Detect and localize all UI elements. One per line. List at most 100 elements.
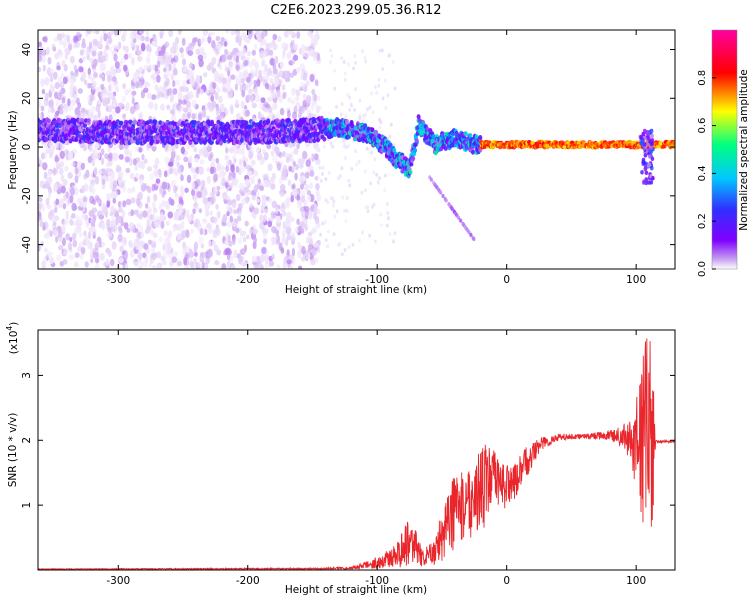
spectrogram-pixel <box>64 47 70 54</box>
spectrogram-pixel <box>59 108 64 115</box>
spectrogram-pixel <box>272 102 278 111</box>
spectrogram-pixel <box>88 145 93 153</box>
spectrogram-pixel <box>161 259 167 266</box>
spectrogram-pixel <box>144 256 149 263</box>
spectrogram-pixel <box>313 242 319 248</box>
spectrogram-pixel <box>69 78 75 86</box>
spectrogram-pixel <box>374 239 377 244</box>
spectrogram-pixel <box>84 118 88 123</box>
spectrogram-pixel <box>202 196 208 205</box>
spectrogram-pixel <box>199 159 205 165</box>
spectrogram-pixel <box>210 94 215 102</box>
spectrogram-pixel <box>340 102 344 107</box>
spectrogram-pixel <box>232 265 236 269</box>
spectrogram-pixel <box>94 257 100 264</box>
spectrogram-pixel <box>263 238 267 245</box>
spectrogram-pixel <box>149 229 154 236</box>
spectrogram-pixel <box>46 118 51 124</box>
spectrogram-plot-area <box>38 30 675 269</box>
spectrogram-pixel <box>216 210 221 219</box>
spectrogram-pixel <box>267 96 273 102</box>
spectrogram-pixel <box>65 210 69 220</box>
spectrogram-pixel <box>414 138 419 144</box>
spectrogram-pixel <box>38 159 41 165</box>
spectrogram-pixel <box>115 44 120 50</box>
spectrogram-pixel <box>84 79 88 86</box>
spectrogram-pixel <box>44 77 50 86</box>
spectrogram-pixel <box>348 183 352 188</box>
spectrogram-pixel <box>131 56 135 66</box>
spectrogram-pixel <box>145 56 151 65</box>
spectrogram-pixel <box>340 112 343 117</box>
spectrogram-pixel <box>69 55 75 64</box>
spectrogram-pixel <box>294 172 298 181</box>
spectrogram-pixel <box>173 185 178 194</box>
spectrogram-pixel <box>110 30 115 35</box>
spectrogram-pixel <box>199 38 203 45</box>
spectrogram-pixel <box>345 195 349 200</box>
spectrogram-pixel <box>41 88 46 95</box>
spectrogram-pixel <box>250 176 255 185</box>
spectrogram-pixel <box>246 50 251 57</box>
spectrogram-pixel <box>319 178 323 183</box>
spectrogram-pixel <box>201 109 207 118</box>
spectrogram-pixel <box>55 235 59 243</box>
spectrogram-pixel <box>187 215 192 223</box>
spectrogram-pixel <box>255 146 261 153</box>
spectrogram-pixel <box>347 62 350 67</box>
spectrogram-pixel <box>185 229 190 239</box>
spectrogram-pixel <box>161 45 166 54</box>
spectrogram-pixel <box>278 78 283 85</box>
spectrogram-pixel <box>129 249 135 259</box>
spectrogram-pixel <box>47 56 52 65</box>
spectrogram-pixel <box>408 169 413 175</box>
spectrogram-pixel <box>131 123 136 129</box>
spectrogram-pixel <box>80 107 86 114</box>
spectrogram-pixel <box>99 35 103 44</box>
spectrogram-pixel <box>225 159 230 168</box>
spectrogram-pixel <box>293 54 299 61</box>
spectrogram-pixel <box>237 211 243 217</box>
spectrogram-pixel <box>67 98 71 107</box>
spectrogram-pixel <box>60 174 65 182</box>
spectrogram-pixel <box>49 215 56 222</box>
spectrogram-pixel <box>137 243 143 252</box>
spectrogram-pixel <box>158 236 163 244</box>
spectrogram-pixel <box>287 109 291 119</box>
spectrogram-pixel <box>162 85 167 93</box>
spectrogram-pixel <box>369 181 372 186</box>
spectrogram-pixel <box>264 82 269 90</box>
spectrogram-pixel <box>115 106 121 114</box>
spectrogram-pixel <box>154 221 160 228</box>
spectrogram-pixel <box>289 264 294 269</box>
spectrogram-pixel <box>248 151 253 160</box>
spectrogram-pixel <box>380 223 383 228</box>
spectrogram-pixel <box>235 165 240 173</box>
spectrogram-pixel <box>79 253 84 260</box>
spectrogram-pixel <box>219 140 224 146</box>
spectrogram-pixel <box>388 232 392 237</box>
spectrogram-pixel <box>296 31 301 39</box>
spectrogram-pixel <box>279 61 284 69</box>
spectrogram-pixel <box>58 91 63 98</box>
spectrogram-pixel <box>41 152 45 160</box>
spectrogram-pixel <box>128 150 133 159</box>
spectrogram-pixel <box>57 244 64 251</box>
spectrogram-pixel <box>103 33 108 42</box>
spectrogram-pixel <box>107 105 113 113</box>
spectrogram-pixel <box>201 192 205 199</box>
spectrogram-pixel <box>62 202 67 210</box>
spectrogram-pixel <box>198 58 204 68</box>
spectrogram-pixel <box>444 198 448 203</box>
spectrogram-pixel <box>153 164 159 170</box>
spectrogram-pixel <box>130 197 136 204</box>
spectrogram-pixel <box>304 205 310 213</box>
spectrogram-pixel <box>95 104 101 113</box>
spectrogram-pixel <box>286 234 292 241</box>
spectrogram-pixel <box>132 38 137 44</box>
spectrogram-pixel <box>152 264 158 269</box>
spectrogram-pixel <box>53 71 58 80</box>
spectrogram-pixel <box>58 236 64 243</box>
spectrogram-pixel <box>270 210 276 219</box>
spectrogram-pixel <box>173 251 179 257</box>
